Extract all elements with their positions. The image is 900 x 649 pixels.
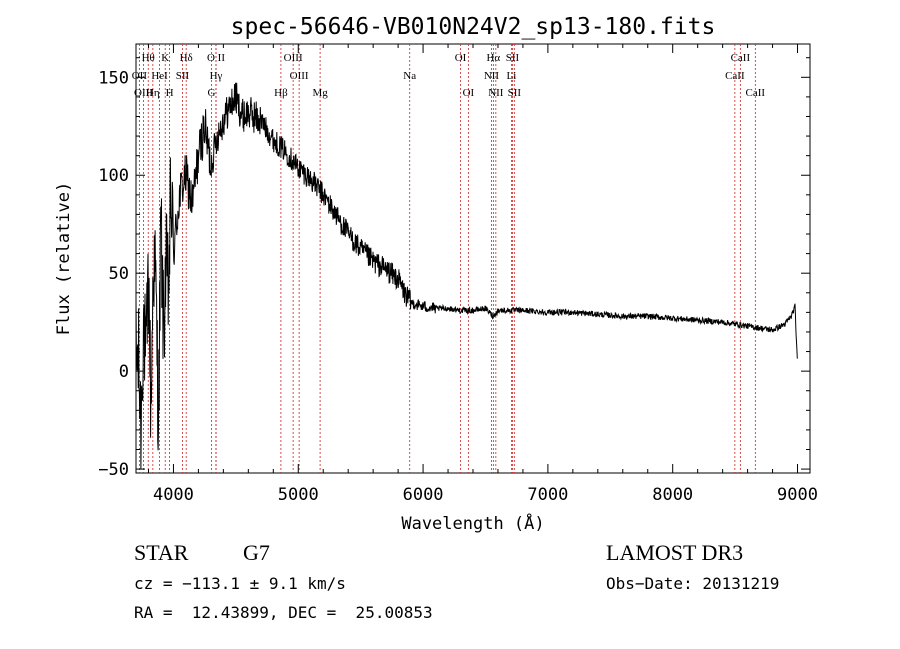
line-label: SII xyxy=(508,87,522,99)
redshift-velocity: cz = −113.1 ± 9.1 km/s xyxy=(134,574,346,593)
observation-date: Obs−Date: 20131219 xyxy=(606,574,780,593)
x-tick-label: 8000 xyxy=(652,485,693,505)
line-label: HeI xyxy=(151,70,168,82)
line-label: CaII xyxy=(731,52,751,64)
line-label: Hβ xyxy=(274,87,288,99)
x-tick-label: 4000 xyxy=(153,485,194,505)
object-subclass: G7 xyxy=(243,540,270,565)
line-label: Hη xyxy=(146,87,160,99)
line-label: OII xyxy=(132,70,148,82)
line-label: Na xyxy=(403,70,416,82)
line-label: NII xyxy=(484,70,500,82)
plot-frame xyxy=(135,43,811,474)
line-label: CaII xyxy=(746,87,766,99)
y-tick-label: 150 xyxy=(98,68,129,88)
line-label: OIII xyxy=(284,52,303,64)
x-tick-label: 6000 xyxy=(403,485,444,505)
line-label: SII xyxy=(506,52,520,64)
chart-title: spec-56646-VB010N24V2_sp13-180.fits xyxy=(231,14,716,40)
line-label: OIII xyxy=(134,87,153,99)
line-label: Hθ xyxy=(142,52,155,64)
x-tick-label: 9000 xyxy=(777,485,818,505)
line-label: CaII xyxy=(725,70,745,82)
x-tick-label: 5000 xyxy=(278,485,319,505)
line-label: Hα xyxy=(486,52,500,64)
line-label: OI xyxy=(463,87,475,99)
line-label: SII xyxy=(176,70,190,82)
line-label: NII xyxy=(488,87,504,99)
line-label: Hγ xyxy=(210,70,223,82)
coordinates: RA = 12.43899, DEC = 25.00853 xyxy=(134,603,433,622)
x-axis-label: Wavelength (Å) xyxy=(401,512,544,534)
line-label: Mg xyxy=(312,87,328,99)
line-label: H xyxy=(166,87,174,99)
line-label: K xyxy=(161,52,169,64)
line-label: Hδ xyxy=(180,52,193,64)
y-tick-label: −50 xyxy=(98,460,129,480)
y-tick-label: 50 xyxy=(109,264,129,284)
spectrum-line xyxy=(135,82,798,470)
line-label: G xyxy=(208,87,216,99)
y-axis-label: Flux (relative) xyxy=(54,182,74,336)
line-label: O II xyxy=(207,52,225,64)
object-class: STAR xyxy=(134,540,189,565)
line-label: OI xyxy=(455,52,467,64)
survey-name: LAMOST DR3 xyxy=(606,540,744,565)
x-tick-label: 7000 xyxy=(527,485,568,505)
line-label: Li xyxy=(507,70,517,82)
line-label: OIII xyxy=(290,70,309,82)
y-tick-label: 0 xyxy=(119,362,129,382)
y-tick-label: 100 xyxy=(98,166,129,186)
